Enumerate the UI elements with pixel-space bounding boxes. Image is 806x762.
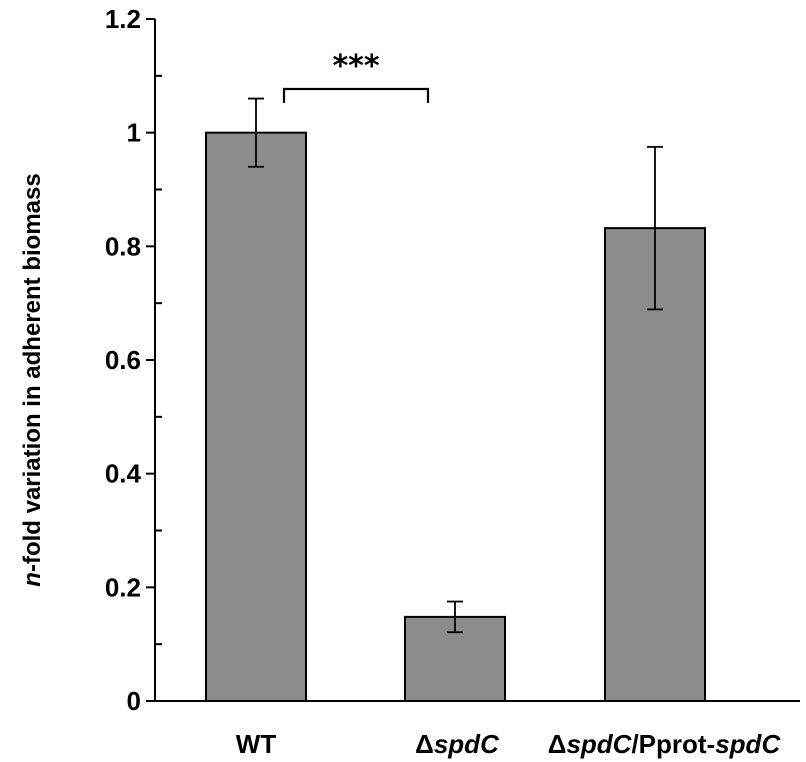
error-bars	[248, 99, 663, 633]
y-tick-label: 0.2	[105, 572, 141, 602]
x-tick-label-1: ΔspdC	[415, 729, 500, 759]
y-tick-label: 1	[127, 118, 141, 148]
x-tick-label-part: spdC	[715, 729, 781, 759]
x-tick-label-part: Δ	[415, 729, 434, 759]
x-tick-label-part: spdC	[434, 729, 500, 759]
x-axis-labels: WT ΔspdC ΔspdC/Pprot-spdC	[236, 729, 782, 759]
x-tick-label-0: WT	[236, 729, 277, 759]
x-tick-label-part: WT	[236, 729, 277, 759]
y-tick-label: 0.8	[105, 231, 141, 261]
significance-annotation: ***	[284, 49, 428, 103]
x-tick-label-part: /Pprot-	[631, 729, 715, 759]
y-axis-label-italic: n	[19, 572, 46, 587]
x-tick-label-part: spdC	[566, 729, 632, 759]
y-tick-label: 0.6	[105, 345, 141, 375]
y-tick-label: 0	[127, 686, 141, 716]
significance-label: ***	[332, 49, 379, 84]
y-tick-label: 1.2	[105, 4, 141, 34]
bar-0	[206, 133, 306, 701]
y-axis-label-rest: -fold variation in adherent biomass	[19, 173, 46, 572]
y-axis-label: n-fold variation in adherent biomass	[19, 173, 46, 586]
significance-bracket	[284, 89, 428, 103]
y-tick-label: 0.4	[105, 459, 142, 489]
x-tick-label-2: ΔspdC/Pprot-spdC	[548, 729, 782, 759]
x-tick-label-part: Δ	[548, 729, 567, 759]
